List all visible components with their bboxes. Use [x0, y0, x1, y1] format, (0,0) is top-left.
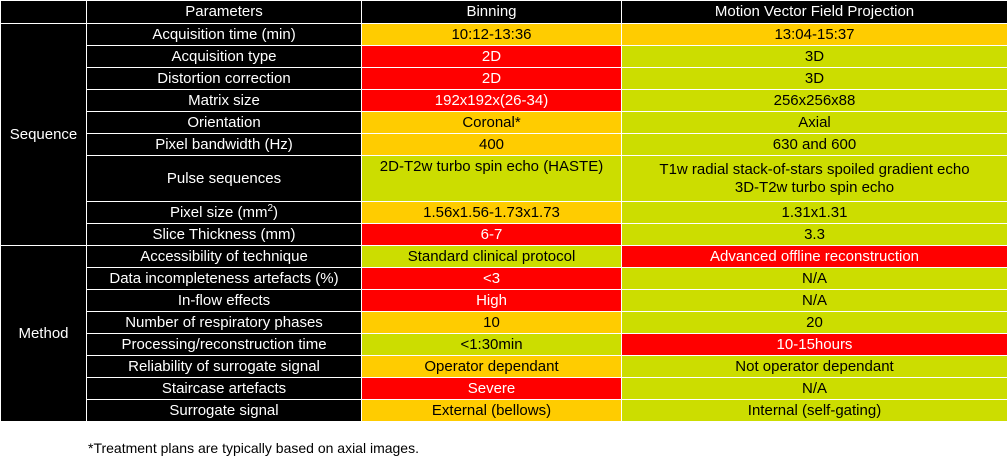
table-row: Distortion correction 2D 3D — [1, 67, 1007, 90]
table-row: Orientation Coronal* Axial — [1, 111, 1007, 134]
param-cell: In-flow effects — [86, 289, 362, 312]
binning-cell: 10:12-13:36 — [361, 23, 622, 46]
param-cell: Distortion correction — [86, 67, 362, 90]
header-row: Parameters Binning Motion Vector Field P… — [0, 0, 1007, 24]
binning-cell: Operator dependant — [361, 355, 622, 378]
table-row: Matrix size 192x192x(26-34) 256x256x88 — [1, 89, 1007, 112]
param-cell: Orientation — [86, 111, 362, 134]
binning-cell: 6-7 — [361, 223, 622, 246]
mvf-cell: 256x256x88 — [621, 89, 1007, 112]
binning-cell: 2D — [361, 45, 622, 68]
mvf-cell: 3D — [621, 67, 1007, 90]
table-row: Pulse sequences 2D-T2w turbo spin echo (… — [1, 155, 1007, 202]
mvf-cell: N/A — [621, 267, 1007, 290]
mvf-cell: Advanced offline reconstruction — [621, 245, 1007, 268]
mvf-line-1: T1w radial stack-of-stars spoiled gradie… — [659, 160, 970, 178]
binning-cell: Severe — [361, 377, 622, 400]
mvf-cell: 1.31x1.31 — [621, 201, 1007, 224]
mvf-cell: 3D — [621, 45, 1007, 68]
param-cell: Acquisition time (min) — [86, 23, 362, 46]
mvf-cell: Not operator dependant — [621, 355, 1007, 378]
table-row: Staircase artefacts Severe N/A — [1, 377, 1007, 400]
param-cell: Pixel size (mm2) — [86, 201, 362, 224]
header-mvf: Motion Vector Field Projection — [621, 0, 1007, 24]
binning-cell: Coronal* — [361, 111, 622, 134]
header-binning: Binning — [361, 0, 622, 24]
param-text-end: ) — [273, 203, 279, 221]
mvf-cell: 10-15hours — [621, 333, 1007, 356]
binning-cell: <1:30min — [361, 333, 622, 356]
table-row: Data incompleteness artefacts (%) <3 N/A — [1, 267, 1007, 290]
mvf-cell: 20 — [621, 311, 1007, 334]
param-cell: Processing/reconstruction time — [86, 333, 362, 356]
header-blank-cell — [0, 0, 87, 24]
binning-cell: 10 — [361, 311, 622, 334]
binning-cell: 400 — [361, 133, 622, 156]
table-row: Reliability of surrogate signal Operator… — [1, 355, 1007, 378]
binning-cell: 1.56x1.56-1.73x1.73 — [361, 201, 622, 224]
binning-cell: High — [361, 289, 622, 312]
binning-cell: 2D — [361, 67, 622, 90]
section-label-method: Method — [0, 245, 87, 422]
mvf-cell: 630 and 600 — [621, 133, 1007, 156]
param-text: Pixel size (mm — [169, 203, 268, 221]
mvf-cell: 13:04-15:37 — [621, 23, 1007, 46]
mvf-cell: Axial — [621, 111, 1007, 134]
param-cell: Surrogate signal — [86, 399, 362, 422]
binning-cell: <3 — [361, 267, 622, 290]
mvf-cell: N/A — [621, 377, 1007, 400]
param-cell: Data incompleteness artefacts (%) — [86, 267, 362, 290]
header-parameters: Parameters — [86, 0, 362, 24]
binning-cell: 2D-T2w turbo spin echo (HASTE) — [361, 155, 622, 202]
param-superscript: 2 — [267, 202, 274, 214]
binning-cell: Standard clinical protocol — [361, 245, 622, 268]
table-row: Sequence Acquisition time (min) 10:12-13… — [0, 23, 1007, 246]
param-cell: Reliability of surrogate signal — [86, 355, 362, 378]
param-cell: Slice Thickness (mm) — [86, 223, 362, 246]
table-row: Processing/reconstruction time <1:30min … — [1, 333, 1007, 356]
param-cell: Pulse sequences — [86, 155, 362, 202]
binning-cell: 192x192x(26-34) — [361, 89, 622, 112]
binning-cell: External (bellows) — [361, 399, 622, 422]
param-cell: Number of respiratory phases — [86, 311, 362, 334]
table-row: Slice Thickness (mm) 6-7 3.3 — [1, 223, 1007, 246]
table-row: Number of respiratory phases 10 20 — [1, 311, 1007, 334]
mvf-cell: Internal (self-gating) — [621, 399, 1007, 422]
param-cell: Acquisition type — [86, 45, 362, 68]
table-row: Surrogate signal External (bellows) Inte… — [1, 399, 1007, 422]
footnote: *Treatment plans are typically based on … — [88, 440, 419, 456]
table-row: Acquisition type 2D 3D — [1, 45, 1007, 68]
param-cell: Matrix size — [86, 89, 362, 112]
mvf-cell: T1w radial stack-of-stars spoiled gradie… — [621, 155, 1007, 202]
mvf-cell: N/A — [621, 289, 1007, 312]
table-row: Pixel bandwidth (Hz) 400 630 and 600 — [1, 133, 1007, 156]
param-cell: Pixel bandwidth (Hz) — [86, 133, 362, 156]
mvf-line-2: 3D-T2w turbo spin echo — [734, 178, 895, 196]
table-row: Pixel size (mm2) 1.56x1.56-1.73x1.73 1.3… — [1, 201, 1007, 224]
param-cell: Accessibility of technique — [86, 245, 362, 268]
param-cell: Staircase artefacts — [86, 377, 362, 400]
mvf-cell: 3.3 — [621, 223, 1007, 246]
table-row: In-flow effects High N/A — [1, 289, 1007, 312]
section-label-sequence: Sequence — [0, 23, 87, 246]
table-row: Method Accessibility of technique Standa… — [0, 245, 1007, 422]
comparison-table: Parameters Binning Motion Vector Field P… — [0, 0, 1007, 422]
